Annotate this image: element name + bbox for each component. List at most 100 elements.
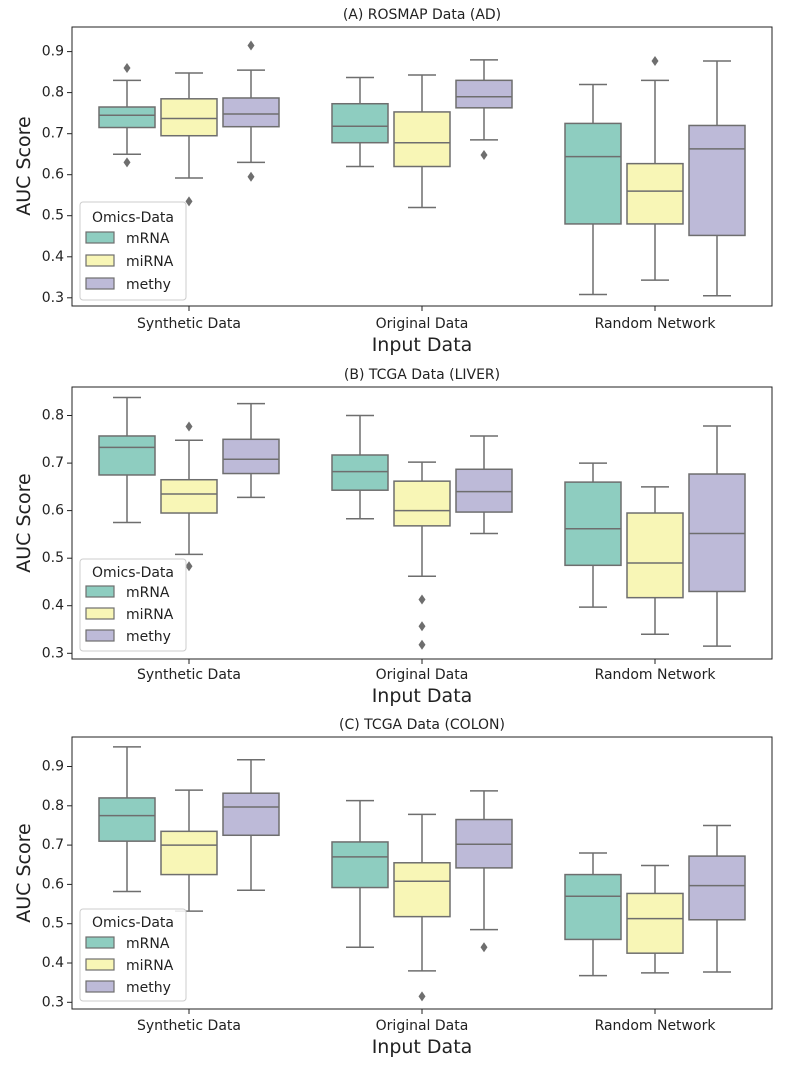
- panel-b-legend-frame: [79, 558, 187, 652]
- panel-b-xtick-original: Original Data: [376, 667, 469, 683]
- panel-a-marks: [98, 40, 746, 297]
- panel-a-mrna-random-iqr-box: [564, 122, 622, 225]
- panel-c-methy-random-iqr-box: [688, 855, 746, 921]
- panel-b-legend-label-methy: methy: [126, 629, 171, 645]
- panel-c-legend-label-mirna: miRNA: [126, 958, 174, 974]
- panel-b-mirna-synthetic-iqr-box: [160, 478, 218, 514]
- panel-c-methy-original-outlier-point: [480, 942, 488, 953]
- panel-a-mrna-random-box: [564, 83, 622, 296]
- panel-b-ytick-label: 0.8: [42, 408, 64, 424]
- panel-a-methy-synthetic-outlier-point: [247, 171, 255, 182]
- panel-c-ytick-label: 0.3: [42, 994, 64, 1010]
- panel-b-legend-label-mirna: miRNA: [126, 607, 174, 623]
- panel-a-methy-original-iqr-box: [455, 79, 513, 109]
- panel-a-mrna-original-iqr-box: [331, 102, 389, 144]
- panel-c-mrna-random-box: [564, 852, 622, 977]
- panel-a-legend-label-mirna: miRNA: [126, 254, 174, 270]
- panel-c-legend-swatch-methy: [85, 980, 115, 993]
- panel-c-mrna-synthetic-iqr-box: [98, 797, 156, 842]
- panel-a-y-axis: 0.3 0.4 0.5 0.6 0.7 0.8 0.9: [42, 44, 656, 311]
- panel-a-methy-synthetic-outlier-point: [247, 40, 255, 51]
- panel-a-mrna-synthetic-iqr-box: [98, 106, 156, 129]
- panel-a-title: (A) ROSMAP Data (AD): [343, 7, 501, 23]
- panel-c-mirna-random-iqr-box: [626, 892, 684, 954]
- panel-b-mirna-original-outlier-point: [418, 639, 426, 650]
- panel-b-marks: [98, 396, 746, 650]
- panel-b-methy-synthetic-box: [222, 402, 280, 499]
- panel-b-methy-synthetic-iqr-box: [222, 438, 280, 475]
- panel-c-ytick-label: 0.9: [42, 759, 64, 775]
- panel-c-ytick-label: 0.6: [42, 876, 64, 892]
- panel-a-mrna-original-box: [331, 76, 389, 168]
- panel-c-xtick-synthetic: Synthetic Data: [137, 1018, 241, 1034]
- panel-a-ytick-label: 0.7: [42, 126, 64, 142]
- panel-b-methy-random-box: [688, 425, 746, 647]
- panel-b-xtick-random: Random Network: [595, 667, 717, 683]
- panel-c-ytick-label: 0.5: [42, 916, 64, 932]
- panel-a-mirna-synthetic-box: [160, 72, 218, 207]
- panel-c-y-axis-label: AUC Score: [13, 823, 35, 922]
- panel-b-mirna-synthetic-outlier-point: [185, 421, 193, 432]
- panel-b-title: (B) TCGA Data (LIVER): [344, 367, 500, 383]
- panel-a-ytick-label: 0.4: [42, 249, 64, 265]
- panel-b-y-axis-label: AUC Score: [13, 473, 35, 572]
- panel-b-methy-original-box: [455, 435, 513, 535]
- panel-b-mirna-original-outlier-point: [418, 621, 426, 632]
- panel-a-mirna-original-box: [393, 74, 451, 209]
- panel-c-legend-title: Omics-Data: [92, 915, 174, 931]
- panel-a-legend: Omics-Data mRNA miRNA methy: [79, 201, 187, 301]
- panel-c-methy-synthetic-box: [222, 759, 280, 892]
- panel-a-frame: [71, 26, 773, 307]
- panel-c-mrna-original-iqr-box: [331, 841, 389, 889]
- panel-c-mirna-original-outlier-point: [418, 991, 426, 1002]
- panel-b-mrna-original-box: [331, 414, 389, 520]
- panel-a-mrna-synthetic-outlier-point: [123, 63, 131, 74]
- panel-c-mirna-random-box: [626, 864, 684, 974]
- panel-a-legend-swatch-methy: [85, 277, 115, 290]
- panel-c-mrna-synthetic-box: [98, 746, 156, 893]
- panel-b-legend-swatch-methy: [85, 629, 115, 642]
- panel-b: (B) TCGA Data (LIVER) 0.3 0.4 0.5 0.6 0.7 0.8…: [13, 367, 773, 707]
- panel-c-marks: [98, 746, 746, 1002]
- panel-a-legend-frame: [79, 201, 187, 301]
- panel-c-legend-label-methy: methy: [126, 980, 171, 996]
- panel-c-xtick-random: Random Network: [595, 1018, 717, 1034]
- panel-c-frame: [71, 736, 773, 1010]
- panel-a-mirna-synthetic-outlier-point: [185, 196, 193, 207]
- panel-b-legend: Omics-Data mRNA miRNA methy: [79, 558, 187, 652]
- panel-b-mrna-random-iqr-box: [564, 481, 622, 567]
- panel-b-legend-swatch-mirna: [85, 607, 115, 620]
- panel-b-mirna-synthetic-outlier-point: [185, 561, 193, 572]
- panel-b-mrna-random-box: [564, 462, 622, 608]
- panel-c-legend-label-mrna: mRNA: [126, 936, 170, 952]
- panel-c-mirna-original-box: [393, 813, 451, 1002]
- panel-b-mrna-synthetic-iqr-box: [98, 435, 156, 476]
- panel-b-mirna-original-iqr-box: [393, 480, 451, 527]
- panel-c-y-axis: 0.3 0.4 0.5 0.6 0.7 0.8 0.9: [42, 759, 656, 1014]
- panel-c-legend-frame: [79, 908, 187, 1002]
- panel-b-ytick-label: 0.6: [42, 503, 64, 519]
- panel-c-xtick-original: Original Data: [376, 1018, 469, 1034]
- panel-a-legend-title: Omics-Data: [92, 210, 174, 226]
- panel-b-ytick-label: 0.5: [42, 550, 64, 566]
- panel-b-mirna-synthetic-box: [160, 421, 218, 572]
- panel-a-xtick-random: Random Network: [595, 316, 717, 332]
- panel-a-mirna-synthetic-iqr-box: [160, 98, 218, 137]
- panel-a-methy-random-box: [688, 60, 746, 297]
- panel-c-mrna-original-box: [331, 799, 389, 949]
- panel-c: (C) TCGA Data (COLON) 0.3 0.4 0.5 0.6 0.7 0.8…: [13, 717, 773, 1058]
- panel-a-mirna-random-box: [626, 56, 684, 281]
- panel-a-methy-synthetic-box: [222, 40, 280, 182]
- panel-c-title: (C) TCGA Data (COLON): [339, 717, 505, 733]
- panel-a-ytick-label: 0.9: [42, 44, 64, 60]
- panel-b-legend-swatch-mrna: [85, 585, 115, 598]
- panel-b-legend-title: Omics-Data: [92, 565, 174, 581]
- panel-a-mirna-random-iqr-box: [626, 162, 684, 225]
- panel-b-y-axis: 0.3 0.4 0.5 0.6 0.7 0.8: [42, 408, 656, 664]
- panel-c-mrna-random-iqr-box: [564, 873, 622, 941]
- panel-b-frame: [71, 386, 773, 660]
- panel-a-xtick-original: Original Data: [376, 316, 469, 332]
- panel-a-mirna-original-iqr-box: [393, 111, 451, 168]
- panel-a: (A) ROSMAP Data (AD) 0.30.40.50.60.70.80…: [13, 7, 773, 356]
